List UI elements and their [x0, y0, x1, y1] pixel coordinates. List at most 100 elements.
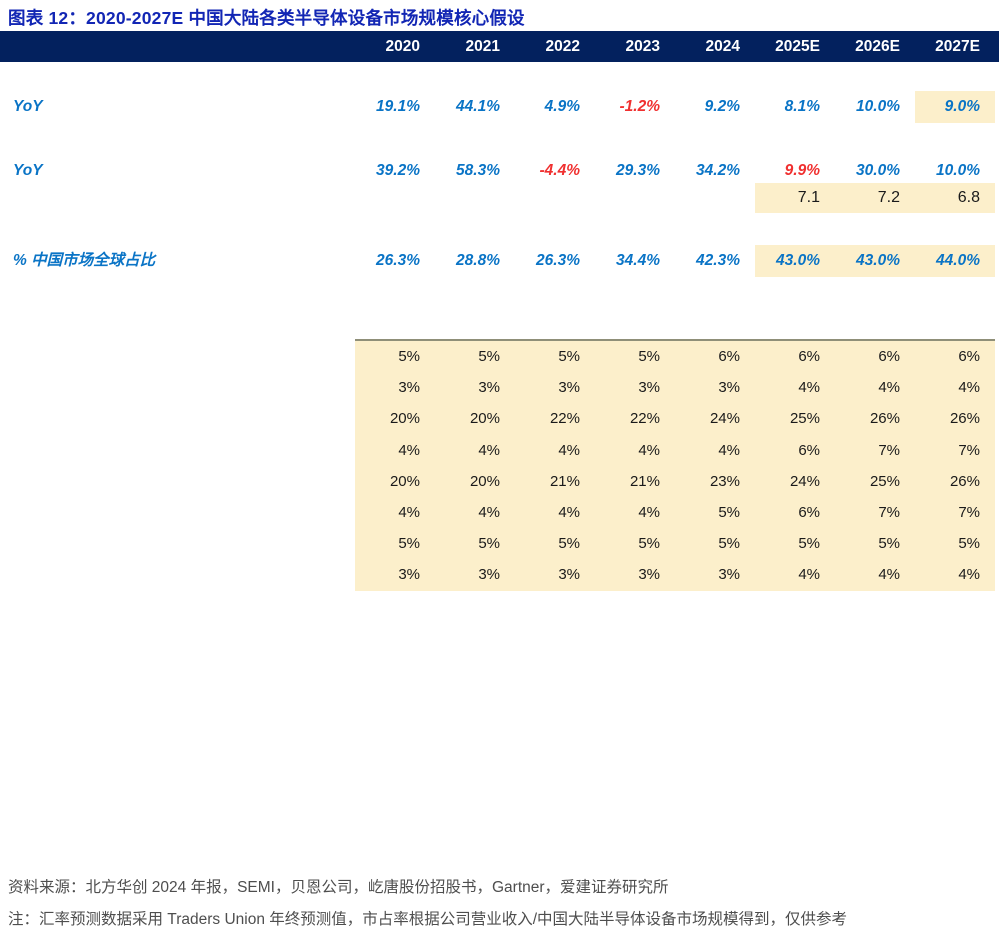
assumption-cell: 6% — [958, 348, 980, 365]
assumption-cell: 5% — [638, 535, 660, 553]
year-cell: 2027E — [935, 38, 980, 55]
yoy2-2021: 58.3% — [456, 162, 500, 179]
year-cell: 2025E — [775, 38, 820, 55]
assumption-cell: 5% — [478, 535, 500, 553]
assumption-cell: 3% — [638, 566, 660, 584]
yoy2-2023: 29.3% — [616, 162, 660, 179]
yoy2-2022: -4.4% — [539, 162, 581, 179]
assumption-cell: 22% — [549, 410, 580, 428]
assumption-row-5: 20% 20% 21% 21% 23% 24% 25% 26% — [355, 466, 995, 497]
yoy1-2027e-highlighted: 9.0% — [915, 91, 995, 123]
yoy-row-2: YoY 39.2% 58.3% -4.4% 29.3% 34.2% 9.9% 3… — [0, 155, 999, 187]
assumption-cell: 5% — [398, 535, 420, 553]
year-header-cells: 2020 2021 2022 2023 2024 2025E 2026E 2027E — [355, 31, 995, 62]
assumption-cell: 5% — [718, 503, 740, 521]
assumption-cell: 20% — [389, 472, 420, 490]
assumption-row-8: 3% 3% 3% 3% 3% 4% 4% 4% — [355, 559, 995, 590]
assumption-cell: 24% — [709, 410, 740, 428]
year-cell: 2024 — [705, 38, 740, 55]
assumption-cell: 6% — [798, 503, 820, 521]
assumption-cell: 3% — [718, 566, 740, 584]
assumption-cell: 3% — [398, 379, 420, 397]
assumption-cell: 4% — [878, 379, 900, 397]
assumption-cell: 4% — [638, 441, 660, 459]
year-cell: 2021 — [465, 38, 500, 55]
assumption-cell: 24% — [789, 472, 820, 490]
assumption-cell: 3% — [638, 379, 660, 397]
assumption-cell: 25% — [789, 410, 820, 428]
assumption-cell: 5% — [958, 535, 980, 553]
yoy1-2022: 4.9% — [544, 98, 580, 115]
footnote: 注：汇率预测数据采用 Traders Union 年终预测值，市占率根据公司营业… — [8, 911, 848, 928]
assumption-cell: 5% — [398, 348, 420, 365]
assumption-cell: 6% — [798, 348, 820, 365]
yoy2-2024: 34.2% — [696, 162, 740, 179]
assumption-cell: 3% — [558, 379, 580, 397]
yoy-row-1: YoY 19.1% 44.1% 4.9% -1.2% 9.2% 8.1% 10.… — [0, 91, 999, 123]
assumption-cell: 4% — [478, 441, 500, 459]
yoy-row-2-label: YoY — [13, 162, 43, 179]
yoy1-2021: 44.1% — [456, 98, 500, 115]
assumption-cell: 26% — [949, 472, 980, 490]
assumption-row-7: 5% 5% 5% 5% 5% 5% 5% 5% — [355, 528, 995, 559]
yoy2-2026e: 30.0% — [856, 162, 900, 179]
yoy2-2027e: 10.0% — [936, 162, 980, 179]
yoy1-2026e: 10.0% — [856, 98, 900, 115]
assumption-cell: 22% — [629, 410, 660, 428]
assumption-row-6: 4% 4% 4% 4% 5% 6% 7% 7% — [355, 497, 995, 528]
china-share-label: % 中国市场全球占比 — [13, 252, 156, 269]
yoy1-2023: -1.2% — [619, 98, 661, 115]
assumption-cell: 5% — [478, 348, 500, 365]
assumption-cell: 7% — [958, 503, 980, 521]
assumption-cell: 25% — [869, 472, 900, 490]
assumption-cell: 26% — [949, 410, 980, 428]
assumption-block: 5% 5% 5% 5% 6% 6% 6% 6% 3% 3% 3% 3% 3% 4% 4% 4% 20% 20%… — [355, 339, 995, 591]
assumption-cell: 7% — [878, 441, 900, 459]
assumption-cell: 6% — [798, 441, 820, 459]
assumption-cell: 4% — [718, 441, 740, 459]
year-header-row: 2020 2021 2022 2023 2024 2025E 2026E 2027E — [0, 31, 999, 62]
figure-title: 图表 12：2020-2027E 中国大陆各类半导体设备市场规模核心假设 — [8, 8, 525, 28]
share-2024: 42.3% — [696, 252, 740, 269]
share-2026e-highlighted: 43.0% — [835, 245, 915, 277]
assumption-cell: 4% — [558, 441, 580, 459]
share-2020: 26.3% — [376, 252, 420, 269]
assumption-cell: 5% — [638, 348, 660, 365]
assumption-cell: 4% — [958, 566, 980, 584]
china-share-row: % 中国市场全球占比 26.3% 28.8% 26.3% 34.4% 42.3%… — [0, 245, 999, 277]
year-cell: 2020 — [385, 38, 420, 55]
share-2021: 28.8% — [456, 252, 500, 269]
yoy2-2020: 39.2% — [376, 162, 420, 179]
assumption-cell: 3% — [718, 379, 740, 397]
year-cell: 2026E — [855, 38, 900, 55]
assumption-cell: 3% — [558, 566, 580, 584]
assumption-cell: 5% — [718, 535, 740, 553]
assumption-cell: 4% — [638, 503, 660, 521]
assumption-cell: 21% — [629, 472, 660, 490]
share-2025e-highlighted: 43.0% — [755, 245, 835, 277]
assumption-cell: 5% — [798, 535, 820, 553]
exchange-rate-cell: 7.2 — [835, 183, 915, 213]
assumption-cell: 7% — [878, 503, 900, 521]
year-cell: 2022 — [545, 38, 580, 55]
share-2023: 34.4% — [616, 252, 660, 269]
assumption-cell: 6% — [878, 348, 900, 365]
exchange-rate-cell: 6.8 — [915, 183, 995, 213]
assumption-cell: 4% — [798, 379, 820, 397]
assumption-row-1: 5% 5% 5% 5% 6% 6% 6% 6% — [355, 341, 995, 372]
assumption-cell: 7% — [958, 441, 980, 459]
assumption-cell: 20% — [469, 472, 500, 490]
assumption-cell: 4% — [558, 503, 580, 521]
assumption-cell: 3% — [398, 566, 420, 584]
assumption-row-4: 4% 4% 4% 4% 4% 6% 7% 7% — [355, 435, 995, 466]
assumption-cell: 4% — [398, 441, 420, 459]
yoy2-2025e: 9.9% — [784, 162, 820, 179]
share-2027e-highlighted: 44.0% — [915, 245, 995, 277]
assumption-cell: 5% — [878, 535, 900, 553]
assumption-cell: 4% — [878, 566, 900, 584]
assumption-row-2: 3% 3% 3% 3% 3% 4% 4% 4% — [355, 372, 995, 403]
year-cell: 2023 — [625, 38, 660, 55]
yoy1-2024: 9.2% — [704, 98, 740, 115]
share-2022: 26.3% — [536, 252, 580, 269]
assumption-cell: 3% — [478, 379, 500, 397]
